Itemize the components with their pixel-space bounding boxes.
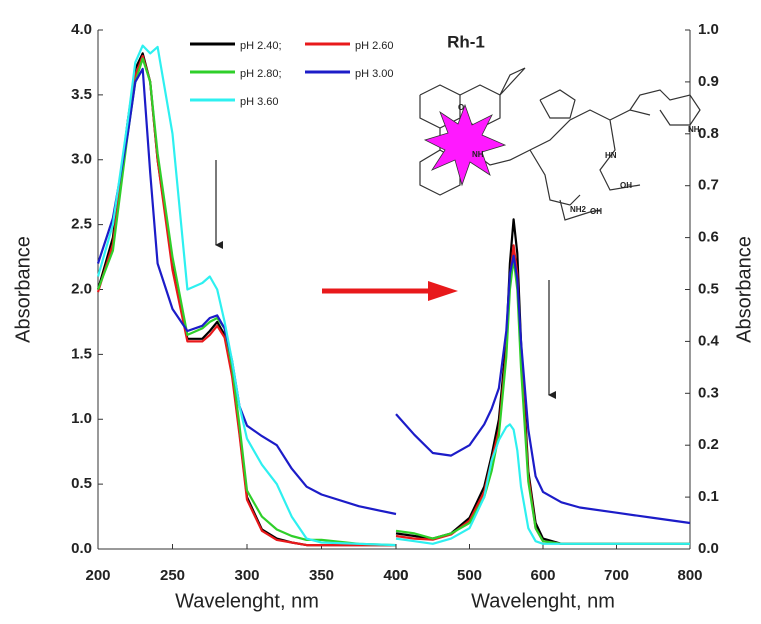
y-tick-label: 0.0 [698,540,719,557]
red-arrow [322,281,458,301]
structure-label: O [458,103,464,112]
y-tick-label: 0.3 [698,384,719,401]
structure-label: HN [605,151,617,160]
series-line [395,218,690,545]
y-tick-label: 2.0 [71,280,92,297]
y-tick-label: 0.5 [698,280,719,297]
series-line [96,54,396,547]
x-tick-label: 700 [604,567,629,584]
y-tick-label: 4.0 [71,21,92,38]
x-tick-label: 400 [383,567,408,584]
x-tick-label: 400 [383,567,408,584]
legend-label: pH 2.40; [240,40,282,52]
x-tick-label: 800 [677,567,702,584]
star-icon [423,103,507,187]
y-tick-label: 0.0 [71,540,92,557]
y-axis-label: Absorbance [733,236,755,343]
structure-label: OH [620,181,632,190]
y-tick-label: 1.0 [71,410,92,427]
y-tick-label: 0.5 [71,475,92,492]
series-line [395,257,690,545]
y-tick-label: 0.6 [698,229,719,246]
x-tick-label: 200 [85,567,110,584]
y-tick-label: 1.0 [698,21,719,38]
structure-label: OH [590,207,602,216]
y-tick-label: 0.2 [698,436,719,453]
y-axis-label: Absorbance [12,236,34,343]
x-axis-label: Wavelenght, nm [471,590,615,612]
y-tick-label: 0.7 [698,177,719,194]
x-axis-label: Wavelenght, nm [175,590,319,612]
series-line [96,44,397,547]
molecule [419,67,701,221]
legend-label: pH 3.00 [355,68,394,80]
y-tick-label: 2.5 [71,216,92,233]
x-tick-label: 600 [530,567,555,584]
chart-title: Rh-1 [447,32,485,51]
series-line [395,254,691,525]
y-tick-label: 3.0 [71,151,92,168]
x-tick-label: 350 [309,567,334,584]
structure-label: NH2 [570,205,587,214]
y-tick-label: 0.9 [698,73,719,90]
series-line [395,423,690,545]
legend-label: pH 3.60 [240,96,279,108]
y-tick-label: 0.4 [698,332,720,349]
legend-label: pH 2.80; [240,68,282,80]
series-line [96,52,396,547]
x-tick-label: 500 [457,567,482,584]
legend-label: pH 2.60 [355,40,394,52]
series-line [96,57,397,547]
series-line [96,67,397,516]
x-tick-label: 250 [160,567,185,584]
y-tick-label: 0.1 [698,488,719,505]
structure-label: NH [688,125,700,134]
y-tick-label: 0.8 [698,125,719,142]
y-tick-label: 1.5 [71,345,92,362]
structure-label: NH [472,150,484,159]
y-tick-label: 3.5 [71,86,92,103]
x-tick-label: 300 [234,567,259,584]
